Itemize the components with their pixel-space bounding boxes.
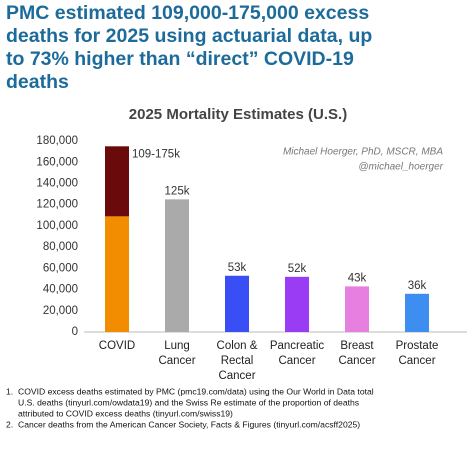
bar xyxy=(405,293,429,332)
bar xyxy=(285,276,309,332)
x-tick-label: Cancer xyxy=(218,370,255,382)
x-tick-label: Cancer xyxy=(278,355,315,367)
x-tick-label: Cancer xyxy=(398,355,435,367)
x-tick-label: Rectal xyxy=(221,355,254,367)
y-tick-label: 80,000 xyxy=(43,241,78,253)
y-tick-label: 160,000 xyxy=(36,156,78,168)
y-tick-label: 20,000 xyxy=(43,305,78,317)
value-label: 53k xyxy=(228,262,247,274)
y-tick-label: 180,000 xyxy=(36,135,78,147)
footnote: COVID excess deaths estimated by PMC (pm… xyxy=(18,386,374,396)
value-label: 125k xyxy=(165,185,190,197)
footnote-number: 2. xyxy=(6,419,13,429)
annotation: 109-175k xyxy=(132,148,180,160)
watermark: @michael_hoerger xyxy=(358,162,443,173)
value-label: 36k xyxy=(408,280,427,292)
bar xyxy=(225,275,249,332)
y-tick-label: 0 xyxy=(72,326,78,338)
y-tick-label: 120,000 xyxy=(36,199,78,211)
chart-title: 2025 Mortality Estimates (U.S.) xyxy=(129,106,347,123)
value-label: 52k xyxy=(288,263,307,275)
x-tick-label: Cancer xyxy=(338,355,375,367)
bar xyxy=(345,286,369,332)
footnote-number: 1. xyxy=(6,386,13,396)
x-tick-label: Cancer xyxy=(158,355,195,367)
y-tick-label: 140,000 xyxy=(36,177,78,189)
y-tick-label: 60,000 xyxy=(43,262,78,274)
headline: deaths xyxy=(6,71,69,93)
x-tick-label: COVID xyxy=(99,340,135,352)
footnote: Cancer deaths from the American Cancer S… xyxy=(18,419,360,429)
y-tick-label: 100,000 xyxy=(36,220,78,232)
y-tick-label: 40,000 xyxy=(43,284,78,296)
footnote: attributed to COVID excess deaths (tinyu… xyxy=(18,408,233,418)
bar xyxy=(105,216,129,332)
footnote: U.S. deaths (tinyurl.com/owdata19) and t… xyxy=(18,397,359,407)
headline: deaths for 2025 using actuarial data, up xyxy=(6,25,372,47)
x-tick-label: Colon & xyxy=(217,340,258,352)
x-tick-label: Prostate xyxy=(396,340,439,352)
x-tick-label: Lung xyxy=(164,340,190,352)
watermark: Michael Hoerger, PhD, MSCR, MBA xyxy=(283,147,443,158)
x-tick-label: Pancreatic xyxy=(270,340,325,352)
value-label: 43k xyxy=(348,272,367,284)
headline: to 73% higher than “direct” COVID-19 xyxy=(6,48,354,70)
x-tick-label: Breast xyxy=(340,340,374,352)
bar xyxy=(165,199,189,332)
bar xyxy=(105,146,129,217)
headline: PMC estimated 109,000-175,000 excess xyxy=(6,2,369,24)
